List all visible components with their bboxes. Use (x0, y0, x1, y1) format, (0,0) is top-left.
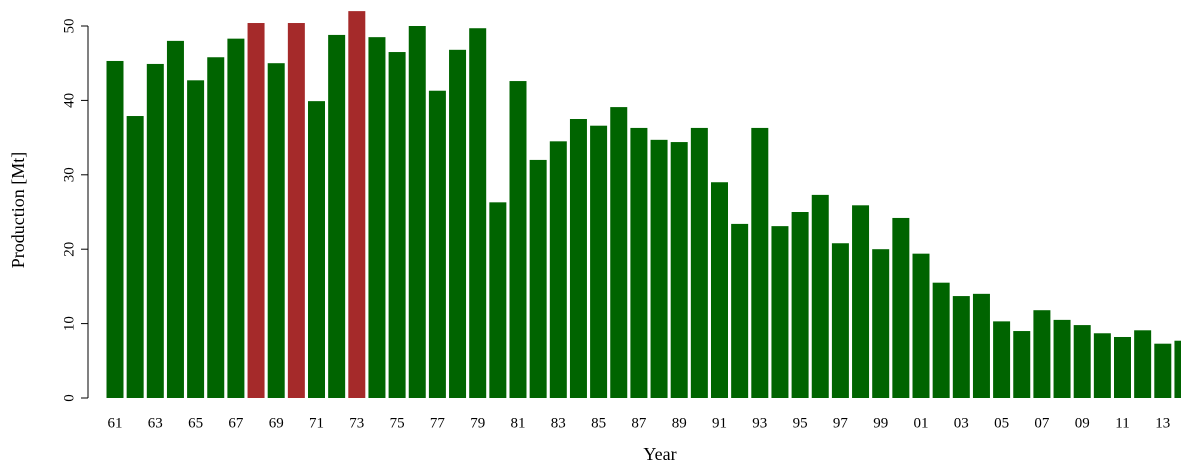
bar (771, 226, 789, 398)
x-tick-label: 71 (309, 415, 324, 431)
x-tick-label: 01 (914, 415, 929, 431)
bar (670, 142, 688, 398)
x-tick-label: 73 (349, 415, 364, 431)
bar (287, 23, 305, 399)
bar (1174, 340, 1181, 398)
bar (872, 249, 890, 398)
x-tick-label: 81 (511, 415, 526, 431)
x-tick-label: 13 (1155, 415, 1170, 431)
bar (630, 127, 648, 398)
bar (166, 40, 184, 398)
x-tick-label: 75 (390, 415, 405, 431)
bar (791, 212, 809, 398)
y-tick-label: 20 (61, 242, 77, 257)
x-tick-label: 07 (1034, 415, 1050, 431)
x-tick-label: 77 (430, 415, 446, 431)
bar (1134, 330, 1152, 398)
x-tick-label: 63 (148, 415, 163, 431)
bar (811, 194, 829, 398)
bar (308, 101, 325, 399)
x-tick-label: 99 (873, 415, 888, 431)
y-tick-label: 30 (61, 167, 77, 182)
bar (993, 321, 1011, 398)
bar (469, 28, 487, 399)
x-tick-label: 89 (672, 415, 687, 431)
x-axis-title: Year (643, 444, 676, 464)
bar (690, 127, 708, 398)
bar (912, 253, 930, 398)
y-tick-label: 10 (61, 316, 77, 331)
bar (146, 63, 164, 398)
bar (731, 223, 749, 398)
x-tick-label: 11 (1115, 415, 1129, 431)
y-axis-title: Production [Mt] (8, 152, 28, 269)
bar (328, 34, 346, 398)
bar (428, 90, 446, 398)
bar (932, 282, 950, 398)
bar (1013, 331, 1031, 398)
x-tick-label: 67 (228, 415, 244, 431)
bar (106, 60, 124, 399)
bar (388, 52, 406, 398)
bar (1073, 325, 1091, 398)
y-tick-label: 40 (61, 93, 77, 108)
bar (368, 37, 386, 398)
bar (247, 23, 265, 399)
x-tick-label: 09 (1075, 415, 1090, 431)
y-tick-label: 0 (61, 394, 77, 402)
bar (408, 26, 426, 398)
x-tick-label: 91 (712, 415, 727, 431)
bar (892, 217, 910, 398)
x-tick-label: 93 (752, 415, 767, 431)
bar (1033, 310, 1051, 398)
bar (227, 38, 245, 398)
x-tick-label: 61 (108, 415, 123, 431)
x-tick-label: 95 (793, 415, 808, 431)
bar (187, 80, 205, 398)
bar (569, 119, 587, 398)
bar (1154, 343, 1172, 398)
x-tick-label: 65 (188, 415, 203, 431)
bar (650, 139, 668, 398)
bar (711, 182, 728, 398)
bar (549, 141, 567, 398)
x-tick-label: 83 (551, 415, 566, 431)
bar (489, 202, 507, 398)
bar (207, 57, 225, 399)
bar (952, 296, 970, 398)
x-tick-label: 69 (269, 415, 284, 431)
x-tick-label: 87 (631, 415, 647, 431)
bar (267, 63, 285, 398)
bar (529, 159, 547, 398)
x-tick-label: 05 (994, 415, 1009, 431)
bar (1053, 319, 1071, 398)
bar (590, 125, 608, 399)
bar (831, 243, 849, 398)
bar (610, 107, 628, 398)
x-tick-label: 85 (591, 415, 606, 431)
bar (1114, 336, 1131, 398)
bar (972, 293, 990, 398)
x-tick-label: 03 (954, 415, 969, 431)
x-tick-label: 79 (470, 415, 485, 431)
y-tick-label: 50 (61, 19, 77, 34)
bar (126, 116, 144, 399)
x-tick-label: 97 (833, 415, 849, 431)
bar (509, 81, 527, 398)
bar (348, 11, 366, 399)
bar (751, 127, 769, 398)
bar (852, 205, 870, 398)
bar (1093, 333, 1111, 398)
bar (449, 49, 467, 399)
